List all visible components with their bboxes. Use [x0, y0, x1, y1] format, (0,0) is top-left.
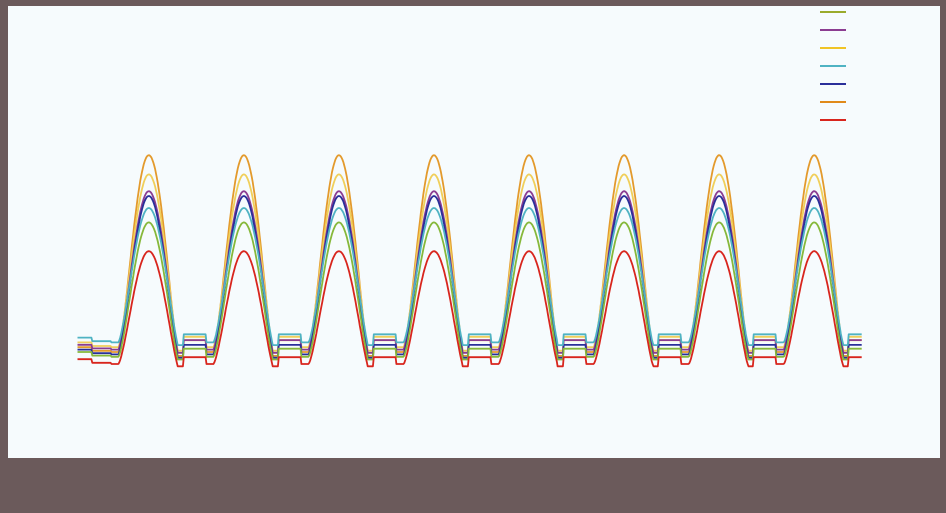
plot-panel: [8, 6, 940, 458]
bottom-band: [0, 462, 946, 513]
series-line-5: [77, 207, 862, 347]
legend: [820, 11, 846, 121]
series-line-7: [77, 250, 862, 368]
series-line-4: [77, 195, 862, 359]
series-line-2: [77, 173, 862, 352]
series-line-6: [77, 221, 862, 361]
series-layer: [77, 154, 862, 368]
line-chart: [77, 11, 862, 368]
